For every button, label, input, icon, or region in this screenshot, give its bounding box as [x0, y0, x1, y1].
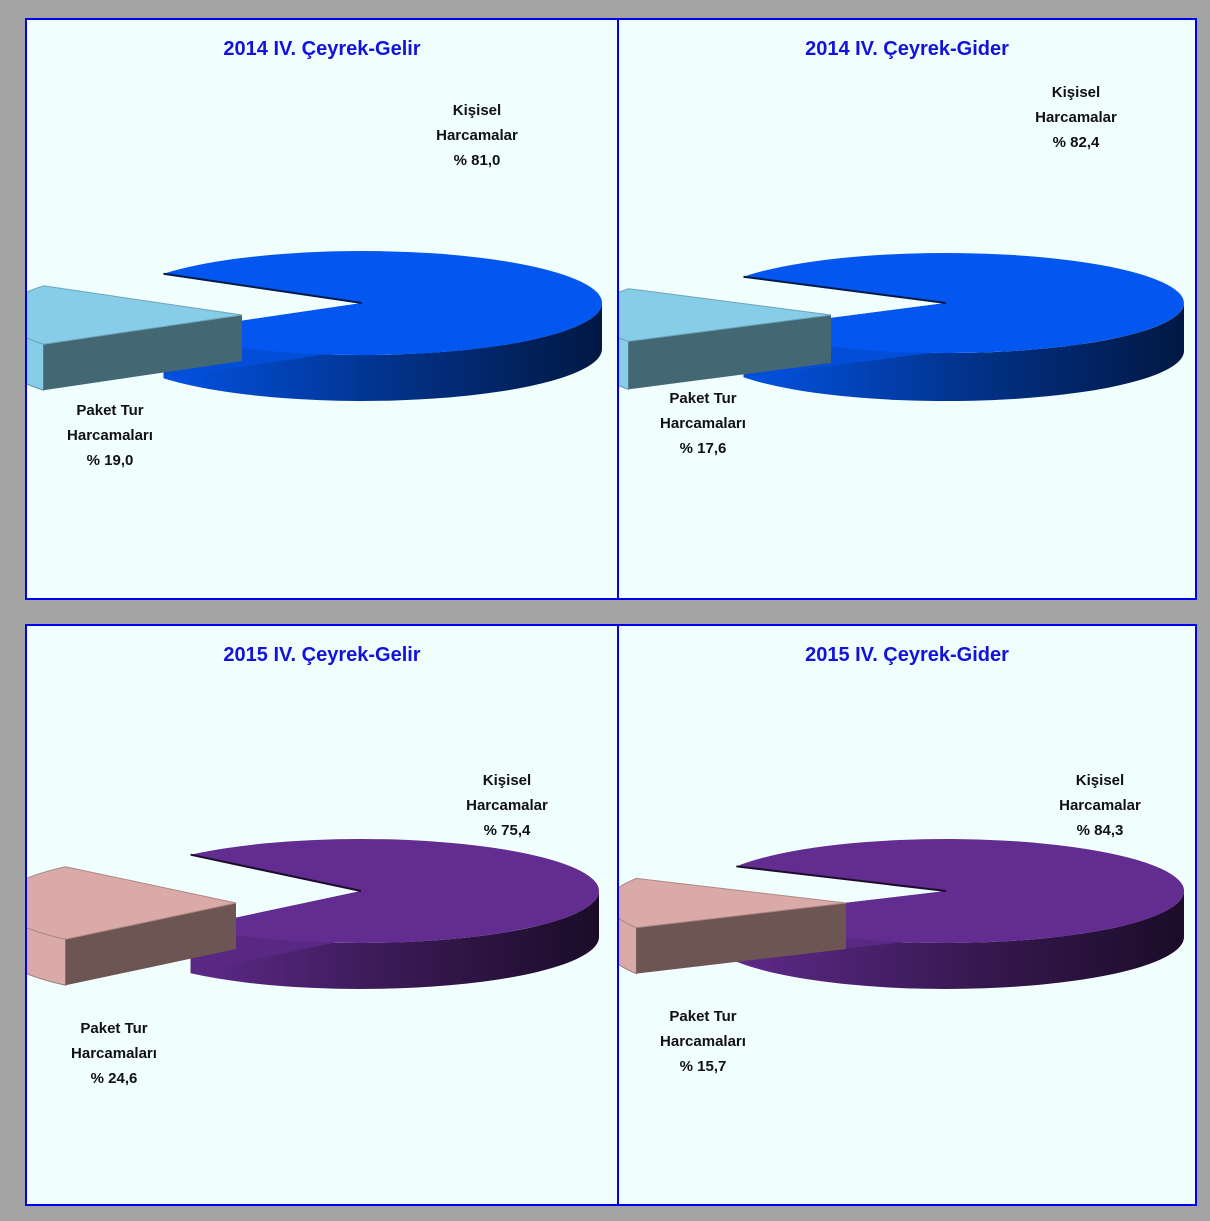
chart-title: 2015 IV. Çeyrek-Gelir	[223, 644, 421, 666]
pie-slice-wall-kisisel	[743, 303, 1184, 402]
label-line: Paket Tur	[80, 1020, 148, 1037]
pie-slice-kisisel	[736, 839, 1185, 943]
label-line: Paket Tur	[76, 402, 144, 419]
label-line: Kişisel	[482, 772, 532, 789]
pie-slice-edge	[163, 272, 363, 304]
pie-slice-kisisel	[190, 839, 600, 943]
label-line: Harcamaları	[660, 1033, 746, 1050]
label-percent: % 84,3	[1076, 822, 1124, 839]
label-line: Harcamaları	[660, 415, 746, 432]
pie-slice-edge	[190, 853, 362, 892]
label-percent: % 24,6	[90, 1070, 138, 1087]
pie-plot	[619, 253, 1184, 402]
pie-slice-cut-paket-tur	[65, 903, 236, 986]
label-line: Kişisel	[1051, 84, 1101, 101]
slice-label-paket-tur: Paket Tur Harcamaları % 17,6	[660, 386, 746, 461]
bottom-charts-frame: 2015 IV. Çeyrek-Gelir Kişisel Harcamalar…	[25, 624, 1197, 1206]
label-percent: % 15,7	[679, 1058, 727, 1075]
label-percent: % 82,4	[1052, 134, 1100, 151]
chart-title: 2015 IV. Çeyrek-Gider	[805, 644, 1009, 666]
chart-2014-gider: 2014 IV. Çeyrek-Gider Kişisel Harcamalar…	[619, 20, 1195, 598]
label-line: Harcamaları	[71, 1045, 157, 1062]
pie-slice-edge	[743, 275, 947, 304]
chart-2015-gider: 2015 IV. Çeyrek-Gider Kişisel Harcamalar…	[619, 626, 1195, 1204]
pie-plot	[27, 839, 600, 989]
slice-label-kisisel: Kişisel Harcamalar % 84,3	[1059, 768, 1141, 843]
label-percent: % 81,0	[453, 152, 501, 169]
pie-slice-paket-tur	[27, 285, 243, 345]
label-line: Paket Tur	[669, 1008, 737, 1025]
pie-slice-paket-tur	[619, 877, 847, 929]
slice-label-paket-tur: Paket Tur Harcamaları % 15,7	[660, 1004, 746, 1079]
divider	[617, 20, 619, 598]
label-percent: % 19,0	[86, 452, 134, 469]
pie-slice-kisisel	[163, 251, 603, 355]
pie-slice-paket-tur	[619, 288, 832, 342]
label-percent: % 17,6	[679, 440, 727, 457]
chart-2014-gelir: 2014 IV. Çeyrek-Gelir Kişisel Harcamalar…	[27, 20, 617, 598]
slice-label-kisisel: Kişisel Harcamalar % 75,4	[466, 768, 548, 843]
slice-label-paket-tur: Paket Tur Harcamaları % 19,0	[67, 398, 153, 473]
divider	[617, 626, 619, 1204]
label-line: Paket Tur	[669, 390, 737, 407]
label-line: Harcamaları	[67, 427, 153, 444]
label-percent: % 75,4	[483, 822, 531, 839]
pie-slice-paket-tur	[27, 866, 237, 940]
pie-slice-wall-kisisel	[736, 891, 1184, 989]
label-line: Kişisel	[452, 102, 502, 119]
pie-slice-wall-kisisel	[163, 303, 602, 401]
pie-plot	[27, 251, 603, 401]
label-line: Harcamalar	[1035, 109, 1117, 126]
slice-label-kisisel: Kişisel Harcamalar % 82,4	[1035, 80, 1117, 155]
label-line: Harcamalar	[1059, 797, 1141, 814]
chart-title: 2014 IV. Çeyrek-Gider	[805, 38, 1009, 60]
label-line: Harcamalar	[436, 127, 518, 144]
pie-plot	[619, 839, 1185, 989]
slice-label-kisisel: Kişisel Harcamalar % 81,0	[436, 98, 518, 173]
pie-slice-cut-paket-tur	[628, 315, 831, 390]
pie-slice-edge	[736, 865, 947, 892]
pie-slice-kisisel	[743, 253, 1184, 353]
chart-title: 2014 IV. Çeyrek-Gelir	[223, 38, 421, 60]
chart-2015-gelir: 2015 IV. Çeyrek-Gelir Kişisel Harcamalar…	[27, 626, 617, 1204]
label-line: Harcamalar	[466, 797, 548, 814]
slice-label-paket-tur: Paket Tur Harcamaları % 24,6	[71, 1016, 157, 1091]
pie-slice-wall-kisisel	[190, 891, 599, 989]
pie-slice-cut-paket-tur	[43, 315, 242, 391]
label-line: Kişisel	[1075, 772, 1125, 789]
pie-slice-cut-paket-tur	[636, 903, 846, 974]
top-charts-frame: 2014 IV. Çeyrek-Gelir Kişisel Harcamalar…	[25, 18, 1197, 600]
